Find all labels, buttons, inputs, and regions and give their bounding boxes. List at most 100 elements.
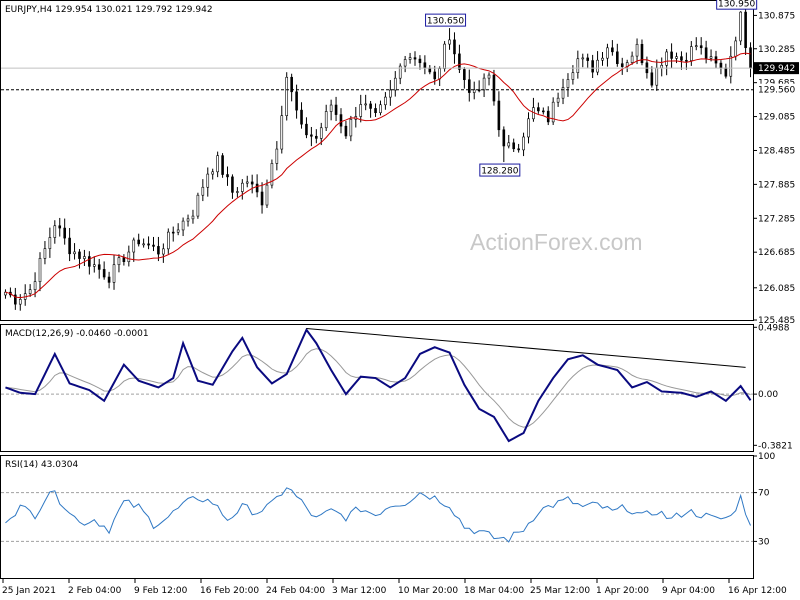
rsi-label: RSI(14) 43.0304 (5, 460, 78, 470)
candle-body (107, 276, 111, 283)
candle-body (344, 125, 348, 137)
candle-body (265, 184, 269, 206)
candle-body (226, 174, 229, 178)
candle-body (255, 183, 259, 193)
candle-body (393, 77, 397, 91)
candle-body (245, 181, 249, 184)
candle-body (83, 256, 86, 259)
macd-label: MACD(12,26,9) -0.0460 -0.0001 (5, 329, 149, 339)
macd-axis-tick-label: 0.4988 (758, 323, 790, 333)
candle-body (310, 134, 313, 137)
moving-average-line (5, 52, 751, 299)
candle-body (97, 264, 101, 270)
candle-body (571, 72, 575, 80)
x-axis-tick-label: 25 Mar 12:00 (530, 586, 590, 596)
candle-body (675, 56, 678, 59)
candle-body (458, 53, 461, 70)
candle-body (211, 171, 215, 175)
x-axis-tick-label: 1 Apr 20:00 (596, 586, 649, 596)
candle-body (596, 59, 599, 73)
rsi-line (5, 487, 751, 543)
candle-body (285, 76, 289, 116)
candle-body (704, 47, 708, 59)
candle-body (117, 257, 121, 266)
price-axis-tick-label: 128.485 (758, 146, 795, 156)
candle-body (463, 69, 466, 81)
candle-body (300, 109, 303, 125)
candle-body (670, 51, 673, 59)
candle-body (690, 46, 693, 61)
candle-body (364, 103, 367, 106)
candle-body (157, 246, 160, 255)
x-axis-tick-label: 24 Feb 04:00 (266, 586, 325, 596)
candle-body (166, 231, 170, 250)
candle-body (734, 40, 738, 57)
candle-body (201, 186, 205, 196)
candle-body (78, 251, 81, 259)
price-axis-tick-label: 127.885 (758, 180, 795, 190)
x-axis-tick-label: 9 Feb 12:00 (134, 586, 188, 596)
macd-panel-frame (0, 324, 754, 452)
candle-body (142, 243, 145, 246)
candle-body (680, 56, 683, 61)
annotation-label: 128.280 (481, 167, 518, 177)
candle-body (206, 173, 210, 188)
support-price-badge-label: 129.560 (758, 86, 795, 96)
candle-body (231, 176, 234, 193)
candle-body (171, 231, 175, 234)
rsi-axis-tick-label: 70 (758, 489, 770, 499)
candle-body (18, 299, 22, 305)
candle-body (620, 63, 624, 67)
candle-body (137, 239, 140, 245)
axis-layer: 125.485 126.085 126.685 127.285 127.885 128.4… (2, 11, 799, 596)
candle-body (270, 163, 274, 186)
annotation-box (425, 13, 467, 27)
price-axis-tick-label: 130.875 (758, 11, 795, 21)
candle-body (650, 72, 654, 86)
watermark: ActionForex.com (470, 229, 643, 255)
price-axis-tick-label: 129.685 (758, 79, 795, 89)
candle-body (389, 89, 392, 98)
macd-layer (1, 327, 753, 443)
candle-body (581, 57, 585, 60)
candle-body (724, 67, 728, 77)
macd-axis-tick-label: 0.00 (758, 390, 778, 400)
candle-body (359, 104, 363, 117)
candle-body (374, 108, 377, 114)
annotation-label: 130.950 (718, 0, 755, 10)
candle-body (28, 289, 32, 294)
candle-body (186, 218, 190, 222)
candle-body (630, 55, 634, 63)
candle-body (453, 39, 456, 55)
candle-body (556, 97, 560, 103)
candle-body (398, 65, 402, 79)
candle-body (467, 79, 471, 93)
candle-body (102, 269, 106, 278)
candle-body (122, 257, 126, 263)
candle-body (487, 74, 491, 79)
candle-body (260, 191, 264, 206)
candle-body (502, 129, 506, 147)
candle-body (334, 104, 338, 115)
candle-body (349, 118, 353, 137)
candle-body (655, 67, 659, 86)
x-axis-tick-label: 16 Apr 12:00 (728, 586, 787, 596)
price-annotation: 128.280 (479, 163, 521, 177)
candle-body (472, 89, 476, 93)
candle-body (428, 67, 432, 73)
x-axis-tick-label: 9 Apr 04:00 (662, 586, 715, 596)
candle-body (566, 79, 570, 88)
candle-body (295, 91, 298, 111)
candle-body (88, 256, 91, 267)
candle-body (324, 111, 328, 129)
candle-body (68, 237, 71, 255)
candle-body (379, 104, 382, 114)
candle-body (403, 59, 407, 67)
candle-body (196, 194, 200, 217)
chart-title: EURJPY,H4 129.954 130.021 129.792 129.94… (5, 5, 213, 15)
rsi-axis-tick-label: 30 (758, 537, 770, 547)
candle-body (305, 123, 308, 136)
support-price-badge (754, 83, 799, 96)
price-layer: 130.650 128.280 130.950 (1, 0, 758, 311)
